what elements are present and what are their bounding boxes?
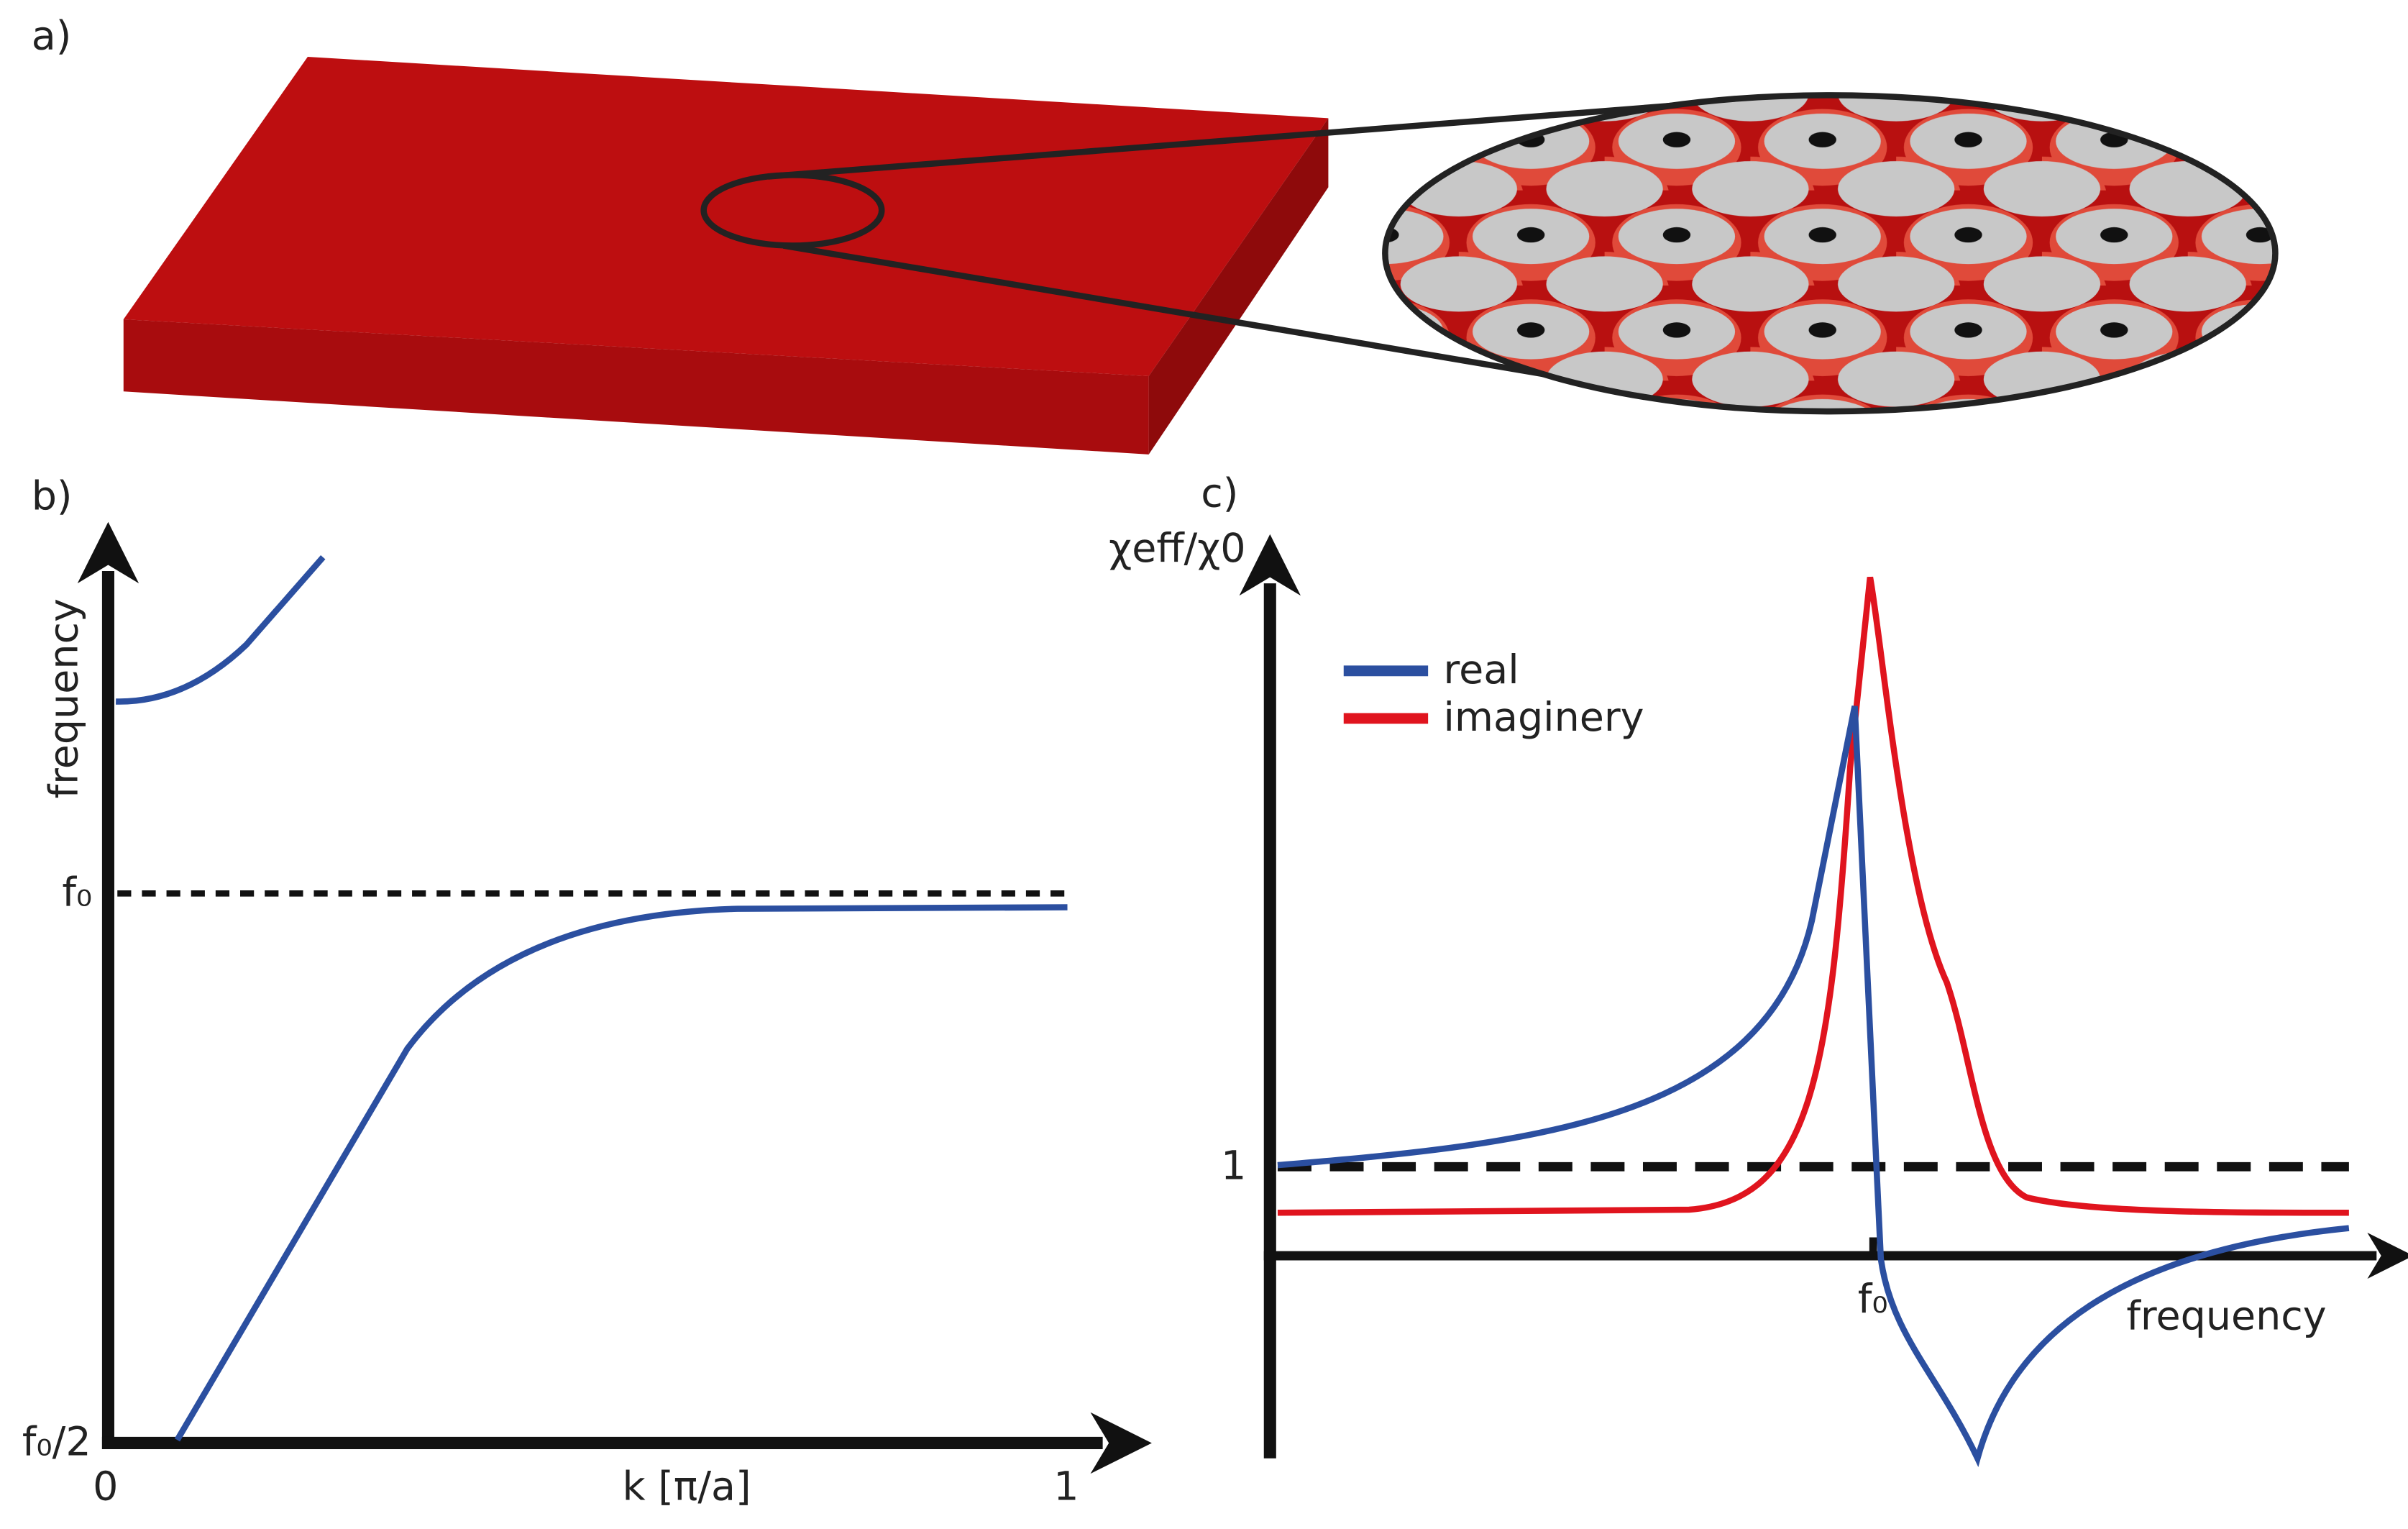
legend-label: real bbox=[1443, 647, 1519, 693]
lower-branch bbox=[174, 904, 1068, 1442]
x-axis-label: k [π/a] bbox=[623, 1463, 751, 1510]
slab-side bbox=[1148, 118, 1329, 455]
x-tick-label: f₀ bbox=[1858, 1276, 1888, 1323]
y-tick-label: f₀/2 bbox=[22, 1419, 91, 1466]
real-curve bbox=[1277, 706, 2350, 1468]
x-tick-label: 0 bbox=[93, 1463, 118, 1510]
lens-content bbox=[1385, 95, 2276, 412]
y-axis-label: χeff/χ0 bbox=[1109, 525, 1245, 572]
panel-label: a) bbox=[32, 12, 72, 59]
y-tick-label: f₀ bbox=[62, 869, 92, 916]
zoom-ring bbox=[700, 172, 885, 249]
slab-front bbox=[123, 319, 1149, 455]
zoom-line bbox=[767, 101, 1690, 180]
panel-label: c) bbox=[1201, 470, 1238, 516]
x-tick-label: 1 bbox=[1053, 1463, 1079, 1510]
legend-label: imaginery bbox=[1443, 694, 1644, 741]
slab-top bbox=[123, 56, 1329, 376]
imaginary-curve bbox=[1277, 576, 2349, 1216]
y-tick-label: 1 bbox=[1221, 1142, 1246, 1189]
y-axis-label: frequency bbox=[41, 598, 88, 798]
x-axis-label: frequency bbox=[2126, 1293, 2326, 1340]
upper-branch bbox=[116, 555, 326, 705]
panel-label: b) bbox=[32, 473, 73, 520]
lens-border bbox=[1382, 92, 2279, 415]
